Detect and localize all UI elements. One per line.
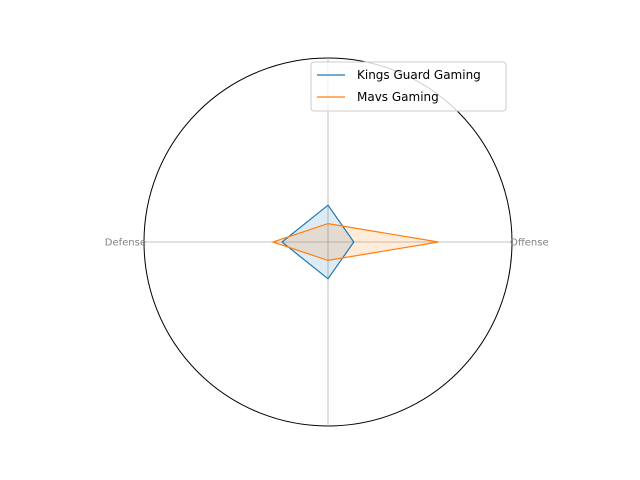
series-line-kings-guard-gaming <box>281 204 355 280</box>
series-area-kings-guard-gaming <box>282 205 354 279</box>
legend: Kings Guard Gaming Mavs Gaming <box>310 61 507 112</box>
series-area-mavs-gaming <box>272 223 439 261</box>
series-line-mavs-gaming <box>270 222 439 262</box>
legend-frame <box>310 61 507 112</box>
axis-label-defense: Defense <box>105 238 146 249</box>
axis-labels: Offense Defense <box>105 238 549 249</box>
axis-label-offense: Offense <box>510 238 549 249</box>
series-layer <box>270 204 439 280</box>
legend-label-mavs-gaming: Mavs Gaming <box>357 90 439 104</box>
legend-label-kings-guard-gaming: Kings Guard Gaming <box>357 68 481 82</box>
